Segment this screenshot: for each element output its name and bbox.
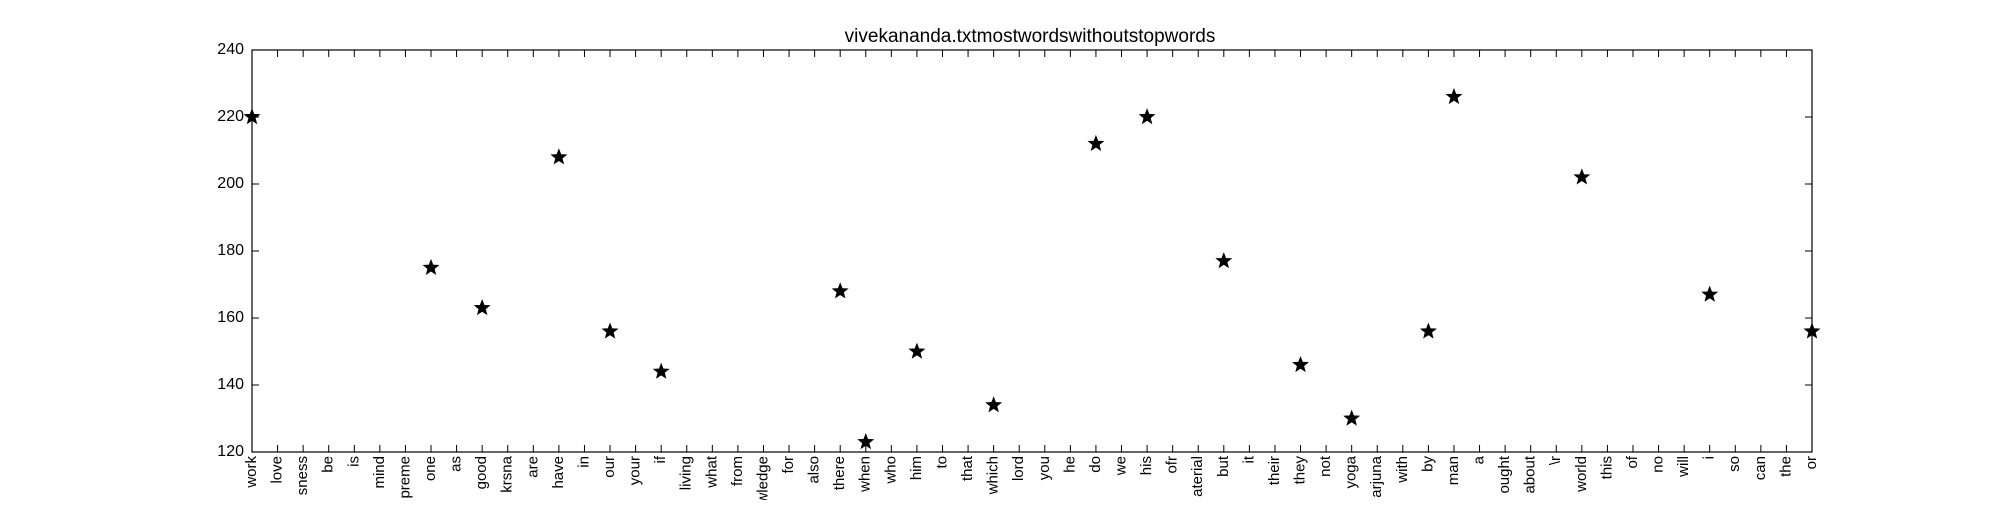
x-tick-label: as: [448, 456, 465, 472]
data-point-star: [1419, 322, 1437, 339]
x-tick-label: that: [959, 455, 976, 481]
y-tick-label: 140: [217, 376, 244, 393]
x-tick-label: be: [320, 456, 337, 473]
x-tick-label: we: [1112, 456, 1129, 476]
x-tick-label: will: [1675, 456, 1692, 478]
data-point-star: [1138, 108, 1156, 125]
x-tick-label: are: [524, 456, 541, 478]
x-tick-label: can: [1752, 456, 1769, 480]
x-tick-label: i: [1701, 456, 1718, 459]
x-tick-label: who: [882, 456, 899, 485]
x-tick-label: what: [703, 455, 720, 489]
data-point-star: [831, 282, 849, 299]
data-point-star: [652, 362, 670, 379]
x-tick-label: the: [1777, 456, 1794, 477]
x-tick-label: living: [678, 456, 695, 490]
x-tick-label: about: [1522, 455, 1539, 493]
x-tick-label: there: [831, 456, 848, 490]
x-tick-label: not: [1317, 455, 1334, 477]
x-tick-label: ought: [1496, 455, 1513, 493]
data-point-star: [1087, 134, 1105, 152]
chart-title: vivekananda.txtmostwordswithoutstopwords: [845, 26, 1216, 47]
y-tick-label: 180: [217, 242, 244, 259]
data-point-star: [1803, 322, 1821, 339]
data-point-star: [422, 258, 440, 275]
x-tick-label: one: [422, 456, 439, 481]
x-tick-label: good: [473, 456, 490, 489]
x-tick-label: of: [1624, 455, 1641, 468]
data-point-star: [1445, 88, 1463, 105]
x-tick-label: work: [243, 456, 260, 489]
x-tick-label: or: [1803, 456, 1820, 469]
x-tick-label: by: [1419, 456, 1436, 472]
data-point-star: [1292, 356, 1309, 373]
x-tick-label: with: [1394, 456, 1411, 484]
y-tick-label: 240: [217, 41, 244, 58]
data-point-star: [1343, 409, 1361, 426]
x-tick-label: this: [1598, 456, 1615, 479]
x-tick-label: which: [985, 456, 1002, 495]
data-point-star: [857, 433, 875, 450]
x-tick-label: krsna: [499, 455, 516, 492]
x-tick-label: from: [729, 456, 746, 486]
x-tick-label: do: [1087, 456, 1104, 473]
y-tick-label: 220: [217, 108, 244, 125]
data-point-star: [1215, 252, 1233, 269]
x-tick-label: you: [1036, 456, 1053, 480]
y-tick-label: 160: [217, 309, 244, 326]
x-tick-label: when: [857, 456, 874, 493]
x-tick-label: they: [1291, 456, 1308, 485]
x-tick-label: sness: [294, 456, 311, 495]
data-point-star: [908, 342, 926, 359]
data-point-star: [1573, 168, 1591, 185]
x-tick-label: also: [806, 456, 823, 484]
x-tick-label: mind: [371, 456, 388, 489]
data-point-star: [550, 148, 568, 165]
data-point-star: [243, 108, 261, 125]
x-tick-label: arjuna: [1368, 455, 1385, 497]
x-tick-label: lord: [1010, 456, 1027, 481]
x-tick-label: world: [1573, 456, 1590, 493]
x-tick-label: aterial: [1189, 456, 1206, 497]
data-point-star: [985, 396, 1003, 413]
x-tick-label: your: [627, 456, 644, 485]
x-tick-label: a: [1471, 455, 1488, 464]
data-point-star: [1701, 285, 1719, 302]
y-tick-label: 200: [217, 175, 244, 192]
x-tick-label: \r: [1547, 456, 1564, 465]
x-tick-label: in: [575, 456, 592, 468]
x-tick-label: have: [550, 456, 567, 489]
x-tick-label: their: [1266, 456, 1283, 485]
x-tick-label: love: [269, 456, 286, 484]
x-tick-label: so: [1726, 456, 1743, 472]
x-tick-label: but: [1215, 455, 1232, 477]
x-tick-label: his: [1138, 456, 1155, 475]
x-tick-label: for: [780, 456, 797, 474]
x-tick-label: it: [1240, 455, 1257, 463]
x-tick-label: him: [908, 456, 925, 480]
data-point-star: [473, 299, 491, 316]
x-tick-label: to: [933, 456, 950, 469]
x-tick-label: yoga: [1343, 455, 1360, 488]
y-tick-label: 120: [217, 443, 244, 460]
plot-frame: [251, 49, 1813, 453]
plot-area: 120 140 160 180 200 220 240 work love sness be is mi…: [217, 41, 1821, 505]
data-point-star: [601, 322, 619, 339]
x-tick-label: if: [652, 455, 669, 463]
x-tick-label: our: [601, 456, 618, 478]
x-tick-label: no: [1650, 456, 1667, 473]
x-tick-label: ofr: [1164, 456, 1181, 474]
x-tick-label: man: [1445, 456, 1462, 485]
x-tick-label: wledge: [754, 456, 771, 500]
x-tick-label: is: [345, 456, 362, 467]
x-tick-label: he: [1061, 456, 1078, 473]
x-tick-label: preme: [396, 456, 413, 499]
